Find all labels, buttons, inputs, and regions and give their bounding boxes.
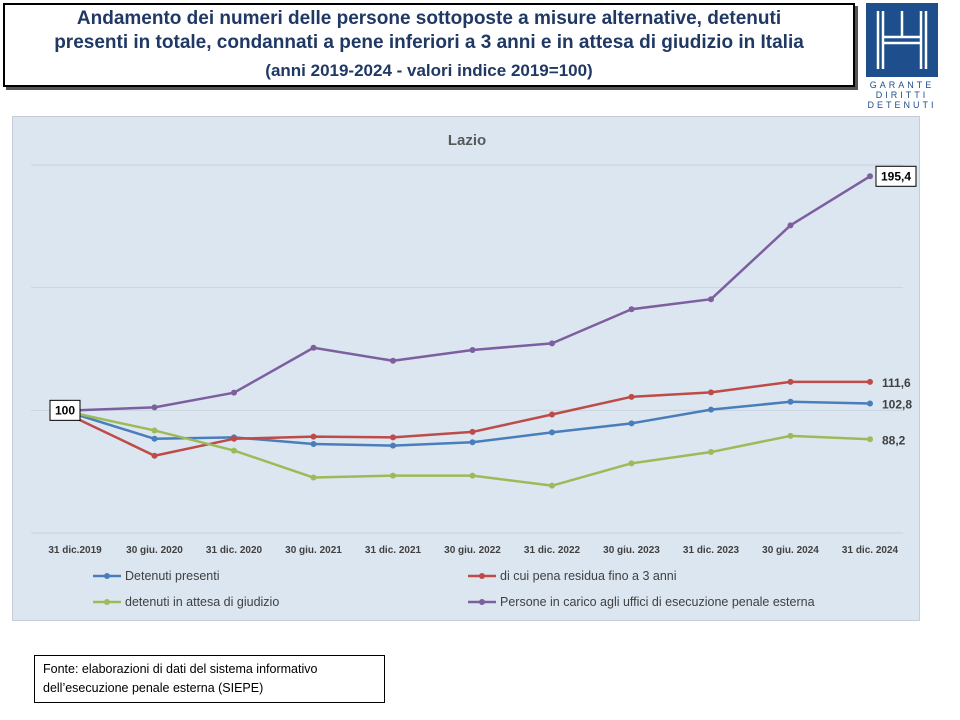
x-tick-label: 30 giu. 2024 (762, 545, 819, 556)
x-tick-label: 30 giu. 2020 (126, 545, 183, 556)
title-line-1: Andamento dei numeri delle persone sotto… (76, 8, 782, 29)
data-point (549, 429, 555, 436)
data-point (549, 411, 555, 418)
data-point (390, 442, 396, 449)
x-tick-label: 31 dic. 2020 (206, 545, 263, 556)
data-point (469, 439, 476, 446)
series-line-1 (74, 400, 871, 447)
source-note: Fonte: elaborazioni di dati del sistema … (34, 655, 385, 703)
title-box: Andamento dei numeri delle persone sotto… (3, 3, 855, 87)
data-point (310, 440, 317, 447)
end-value-label-series-1: 102,8 (882, 397, 912, 411)
data-point (708, 406, 714, 413)
data-point (310, 433, 317, 440)
data-point (469, 472, 476, 479)
data-point (151, 435, 158, 442)
logo-emblem-icon (876, 11, 928, 69)
data-point (628, 420, 635, 427)
x-tick-label: 30 giu. 2023 (603, 545, 660, 556)
data-point (231, 447, 237, 454)
data-point (231, 435, 237, 442)
data-point (867, 400, 873, 407)
source-line-1: Fonte: elaborazioni di dati del sistema … (43, 662, 318, 676)
legend-swatch-marker (104, 599, 110, 605)
x-tick-label: 30 giu. 2022 (444, 545, 501, 556)
data-point (787, 432, 794, 439)
x-tick-label: 31 dic. 2023 (683, 545, 740, 556)
end-value-label-series-4: 195,4 (881, 169, 911, 183)
data-point (867, 173, 873, 180)
source-line-2: dell’esecuzione penale esterna (SIEPE) (43, 681, 264, 695)
chart-subtitle: (anni 2019-2024 - valori indice 2019=100… (265, 61, 593, 80)
title-line-2: presenti in totale, condannati a pene in… (54, 32, 804, 53)
x-tick-label: 31 dic. 2022 (524, 545, 581, 556)
x-tick-label: 31 dic. 2021 (365, 545, 422, 556)
end-value-label-series-3: 88,2 (882, 433, 906, 447)
data-point (151, 452, 158, 459)
data-point (628, 393, 635, 400)
legend-swatch-marker (479, 599, 485, 605)
data-point (151, 404, 158, 411)
x-tick-label: 30 giu. 2021 (285, 545, 342, 556)
data-point (708, 296, 714, 303)
logo-text-3: DETENUTI (867, 100, 937, 110)
data-point (390, 357, 396, 364)
data-point (787, 222, 794, 229)
data-point (549, 482, 555, 489)
data-point (867, 378, 873, 385)
data-point (708, 449, 714, 456)
data-point (390, 434, 396, 441)
data-point (787, 378, 794, 385)
data-point (787, 398, 794, 405)
start-label-box (49, 399, 81, 421)
legend-entry-1: Detenuti presenti (125, 569, 220, 583)
logo-text-2: DIRITTI (875, 90, 929, 100)
chart-main-title: Andamento dei numeri delle persone sotto… (5, 7, 853, 55)
data-point (310, 474, 317, 481)
end-value-label-series-2: 111,6 (882, 376, 911, 390)
chart-title: Lazio (448, 132, 486, 149)
data-point (151, 427, 158, 434)
data-point (469, 346, 476, 353)
data-point (231, 389, 237, 396)
data-point (469, 428, 476, 435)
logo-emblem (866, 3, 938, 77)
data-point (708, 389, 714, 396)
x-tick-label: 31 dic.2019 (48, 545, 102, 556)
logo-text-1: GARANTE (869, 80, 935, 90)
legend-entry-3: detenuti in attesa di giudizio (125, 595, 279, 609)
legend-swatch-marker (104, 573, 110, 579)
data-point (867, 436, 873, 443)
end-label-box (875, 165, 917, 187)
chart-area: Lazio 31 dic.2019 30 giu. 2020 31 dic. 2020… (12, 116, 920, 621)
data-point (628, 306, 635, 313)
data-point (549, 340, 555, 347)
start-value-label: 100 (55, 403, 75, 417)
data-point (310, 344, 317, 351)
data-point (390, 472, 396, 479)
data-point (628, 460, 635, 467)
legend-swatch-marker (479, 573, 485, 579)
garante-logo: GARANTE DIRITTI DETENUTI (862, 3, 942, 111)
line-chart: Lazio 31 dic.2019 30 giu. 2020 31 dic. 2020… (31, 132, 917, 609)
legend-entry-4: Persone in carico agli uffici di esecuzi… (500, 595, 815, 609)
legend-entry-2: di cui pena residua fino a 3 anni (500, 569, 677, 583)
x-tick-label: 31 dic. 2024 (842, 545, 899, 556)
series-line-4 (74, 175, 871, 412)
